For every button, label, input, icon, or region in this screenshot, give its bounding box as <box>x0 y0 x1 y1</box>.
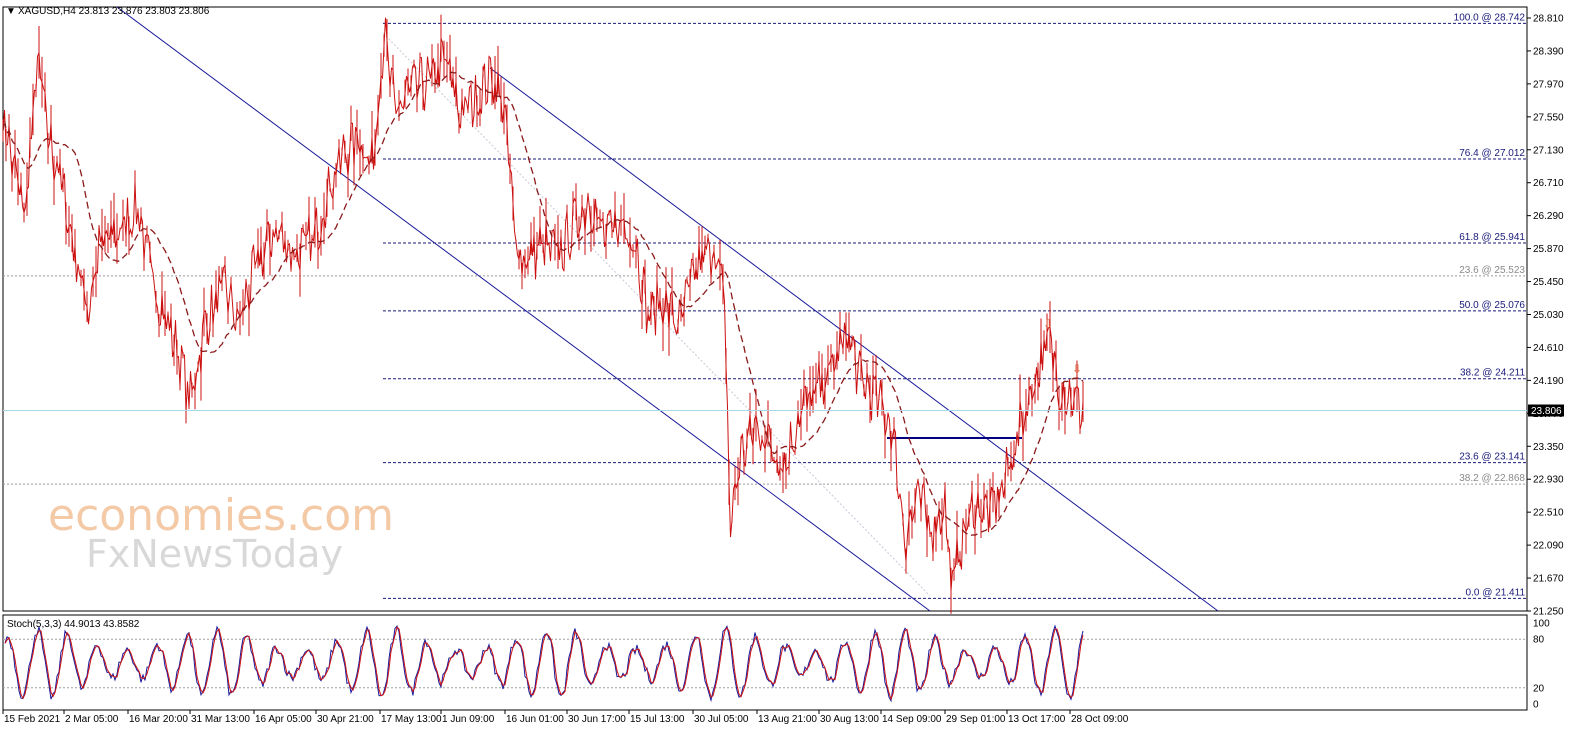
price-tick-label: 26.710 <box>1533 178 1564 189</box>
time-tick-label: 29 Sep 01:00 <box>946 714 1006 725</box>
price-tick-label: 22.930 <box>1533 475 1564 486</box>
time-tick-label: 17 May 13:00 <box>381 714 442 725</box>
stoch-tick-label: 100 <box>1533 619 1550 630</box>
fibonacci-levels: 100.0 @ 28.742 76.4 @ 27.012 61.8 @ 25.941… <box>3 12 1527 599</box>
time-axis: 15 Feb 2021 2 Mar 05:00 16 Mar 20:00 31 Mar… <box>2 710 1129 725</box>
stoch-signal-line <box>4 626 1084 701</box>
price-tick-label: 21.670 <box>1533 574 1564 585</box>
time-tick-label: 28 Oct 09:00 <box>1071 714 1129 725</box>
stochastic-oscillator: 100 80 20 0 <box>3 619 1550 711</box>
price-axis: 28.810 28.390 27.970 27.550 27.130 26.710 26.2… <box>1527 13 1564 618</box>
time-tick-label: 15 Jul 13:00 <box>630 714 685 725</box>
fib-level-label: 76.4 @ 27.012 <box>1459 148 1525 159</box>
price-series <box>2 14 1084 614</box>
stoch-tick-label: 80 <box>1533 635 1545 646</box>
symbol-header: XAGUSD,H4 23.813 23.876 23.803 23.806 <box>18 6 210 17</box>
price-tick-label: 22.090 <box>1533 541 1564 552</box>
time-tick-label: 14 Sep 09:00 <box>882 714 942 725</box>
price-tick-label: 27.970 <box>1533 79 1564 90</box>
price-tick-label: 21.250 <box>1533 607 1564 618</box>
price-tick-label: 28.390 <box>1533 46 1564 57</box>
price-tick-label: 27.550 <box>1533 112 1564 123</box>
stochastic-label: Stoch(5,3,3) 44.9013 43.8582 <box>7 619 140 630</box>
fib-level-label: 23.6 @ 23.141 <box>1459 452 1525 463</box>
time-tick-label: 16 Apr 05:00 <box>255 714 312 725</box>
price-tick-label: 24.610 <box>1533 343 1564 354</box>
price-tick-label: 28.810 <box>1533 13 1564 24</box>
current-price-label: 23.806 <box>1531 406 1562 417</box>
stoch-main-line <box>4 624 1084 703</box>
time-tick-label: 30 Jul 05:00 <box>694 714 749 725</box>
price-tick-label: 22.510 <box>1533 508 1564 519</box>
time-tick-label: 30 Jun 17:00 <box>568 714 626 725</box>
time-tick-label: 15 Feb 2021 <box>4 714 61 725</box>
fib-level-label: 61.8 @ 25.941 <box>1459 232 1525 243</box>
current-price-tag <box>1528 404 1564 417</box>
price-tick-label: 25.030 <box>1533 310 1564 321</box>
watermark-fxnewstoday: FxNewsToday <box>86 532 343 576</box>
watermark-economies: economies.com <box>48 490 394 541</box>
stoch-tick-label: 0 <box>1533 700 1539 711</box>
price-tick-label: 27.130 <box>1533 145 1564 156</box>
down-arrow-marker-2: ⇩ <box>1072 362 1082 376</box>
stoch-tick-label: 20 <box>1533 683 1545 694</box>
price-tick-label: 24.190 <box>1533 376 1564 387</box>
fib-level-label: 38.2 @ 24.211 <box>1460 368 1525 379</box>
time-tick-label: 30 Apr 21:00 <box>317 714 374 725</box>
time-tick-label: 13 Oct 17:00 <box>1008 714 1066 725</box>
time-tick-label: 1 Jun 09:00 <box>442 714 495 725</box>
fib-level-label: 0.0 @ 21.411 <box>1466 587 1526 598</box>
fib-level-label: 50.0 @ 25.076 <box>1459 300 1525 311</box>
channel-line <box>116 6 931 612</box>
price-tick-label: 23.350 <box>1533 442 1564 453</box>
fib-level-label: 100.0 @ 28.742 <box>1454 12 1526 23</box>
time-tick-label: 16 Mar 20:00 <box>129 714 188 725</box>
price-tick-label: 25.870 <box>1533 244 1564 255</box>
fib-level-label: 38.2 @ 22.868 <box>1459 473 1525 484</box>
price-tick-label: 26.290 <box>1533 211 1564 222</box>
time-tick-label: 30 Aug 13:00 <box>820 714 879 725</box>
symbol-menu-icon[interactable]: ▼ <box>6 6 16 17</box>
fib-level-label: 23.6 @ 25.523 <box>1459 265 1525 276</box>
down-arrow-marker-1: ⇩ <box>1043 317 1053 331</box>
time-tick-label: 31 Mar 13:00 <box>191 714 250 725</box>
main-chart-frame <box>2 6 1528 612</box>
stoch-chart-frame <box>2 614 1528 711</box>
time-tick-label: 2 Mar 05:00 <box>65 714 119 725</box>
price-tick-label: 25.450 <box>1533 277 1564 288</box>
time-tick-label: 13 Aug 21:00 <box>758 714 817 725</box>
time-tick-label: 16 Jun 01:00 <box>506 714 564 725</box>
